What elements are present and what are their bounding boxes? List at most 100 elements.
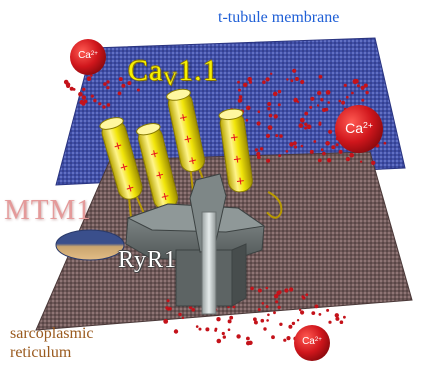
calcium-dot <box>205 327 210 332</box>
calcium-dot <box>325 141 330 146</box>
calcium-dot <box>338 99 342 103</box>
calcium-dot <box>237 98 242 103</box>
calcium-dot <box>322 151 326 156</box>
calcium-dot <box>216 338 222 344</box>
calcium-dot <box>181 316 185 320</box>
calcium-dot <box>268 113 273 118</box>
calcium-dot <box>305 293 309 297</box>
calcium-dot <box>232 305 236 309</box>
calcium-dot <box>238 88 241 92</box>
cav-channel: + + + <box>136 123 183 242</box>
cav-label-tail: 1.1 <box>178 54 219 87</box>
calcium-dot <box>289 287 294 292</box>
calcium-dot <box>300 79 305 85</box>
calcium-dot <box>300 144 304 148</box>
calcium-dot <box>325 90 331 95</box>
svg-text:+: + <box>178 109 189 126</box>
calcium-dot <box>260 318 265 323</box>
svg-text:+: + <box>232 150 242 167</box>
calcium-dot <box>256 121 261 126</box>
calcium-dot <box>257 110 261 113</box>
calcium-dot <box>320 148 324 152</box>
calcium-dot <box>265 305 269 309</box>
calcium-dot <box>118 77 123 82</box>
cav1.1-label: CaV1.1 <box>128 54 219 90</box>
calcium-dot <box>246 336 250 341</box>
mtm1-protein <box>55 229 125 261</box>
calcium-dot <box>214 329 218 332</box>
calcium-dot <box>277 290 282 294</box>
calcium-dot <box>90 74 93 77</box>
calcium-dot <box>267 313 270 317</box>
calcium-dot <box>365 90 369 95</box>
calcium-dot <box>221 331 225 336</box>
calcium-dot <box>351 91 354 95</box>
calcium-dot <box>279 322 283 326</box>
ryr1-channel <box>125 173 266 315</box>
calcium-dot <box>82 87 86 92</box>
calcium-dot <box>371 160 376 165</box>
calcium-dot <box>267 102 272 106</box>
calcium-dot <box>335 143 339 147</box>
calcium-dot <box>275 134 279 138</box>
ryr1-label: RyR1 <box>118 247 178 273</box>
calcium-dot <box>227 319 232 324</box>
calcium-dot <box>166 299 170 303</box>
calcium-dot <box>341 100 345 105</box>
calcium-dot <box>299 117 305 123</box>
calcium-dot <box>121 83 126 88</box>
calcium-dot <box>227 328 231 332</box>
calcium-dot <box>360 85 365 90</box>
calcium-dot <box>277 103 281 107</box>
calcium-dot <box>250 286 254 291</box>
calcium-dot <box>106 103 111 107</box>
calcium-dot <box>343 83 347 87</box>
calcium-dot <box>236 334 241 339</box>
cav-channel: + + + <box>166 88 209 202</box>
t-tubule-label: t-tubule membrane <box>218 9 340 26</box>
calcium-dot <box>256 155 261 160</box>
calcium-dot <box>326 308 330 312</box>
calcium-dot <box>328 129 333 134</box>
calcium-dot <box>314 304 319 309</box>
calcium-dot <box>254 148 259 152</box>
calcium-dot <box>277 305 281 309</box>
calcium-dot <box>304 126 308 130</box>
calcium-dot <box>359 160 363 163</box>
calcium-ion-label: Ca2+ <box>345 121 373 135</box>
calcium-dot <box>291 321 296 326</box>
svg-text:+: + <box>182 130 193 147</box>
calcium-label-charge: 2+ <box>363 120 373 131</box>
calcium-dot <box>81 95 87 100</box>
calcium-dot <box>262 80 266 84</box>
calcium-dot <box>263 327 267 331</box>
calcium-dot <box>267 107 271 111</box>
calcium-dot <box>271 335 275 340</box>
calcium-dot <box>310 96 315 101</box>
calcium-dot <box>318 313 322 316</box>
calcium-dot <box>237 80 240 84</box>
calcium-dot <box>327 101 331 104</box>
calcium-dot <box>304 111 309 116</box>
calcium-dot <box>261 302 265 305</box>
calcium-dot <box>191 308 195 312</box>
calcium-dot <box>334 313 339 318</box>
calcium-dot <box>318 74 323 79</box>
calcium-dot <box>298 123 304 128</box>
calcium-dot <box>294 77 299 81</box>
calcium-dot <box>320 98 324 102</box>
calcium-dot <box>316 104 320 107</box>
calcium-dot <box>222 335 226 339</box>
calcium-dot <box>349 152 355 158</box>
calcium-dot <box>289 142 294 147</box>
calcium-dot <box>338 149 343 154</box>
calcium-dot <box>296 100 300 104</box>
calcium-dot <box>304 122 308 127</box>
calcium-dot <box>335 316 340 321</box>
calcium-dot <box>195 325 199 328</box>
cav-channel: + + + <box>218 108 283 219</box>
calcium-dot <box>98 102 102 106</box>
svg-text:+: + <box>154 166 166 184</box>
calcium-dot <box>253 317 257 322</box>
